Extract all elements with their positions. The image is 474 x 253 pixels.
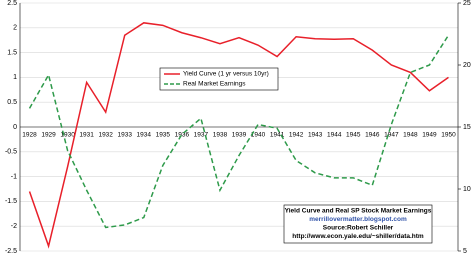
legend-label: Real Market Earnings — [183, 81, 246, 88]
y-tick-label: -2.5 — [5, 248, 17, 253]
x-tick-label: 1936 — [175, 132, 190, 139]
annotation-box — [283, 204, 433, 244]
legend-label: Yield Curve (1 yr versus 10yr) — [183, 71, 269, 78]
x-tick-label: 1949 — [422, 132, 437, 139]
x-tick-label: 1932 — [98, 132, 113, 139]
x-tick-label: 1940 — [251, 132, 266, 139]
x-tick-label: 1938 — [213, 132, 228, 139]
annotation: Yield Curve and Real SP Stock Market Ear… — [283, 204, 433, 244]
y-tick-label: 2.5 — [7, 0, 17, 7]
x-tick-label: 1937 — [194, 132, 209, 139]
series-line — [28, 22, 449, 249]
y2-tick-label: 15 — [463, 124, 471, 131]
y-tick-label: 1.5 — [7, 49, 17, 56]
x-tick-label: 1935 — [156, 132, 171, 139]
series-line — [28, 34, 450, 229]
x-tick-label: 1950 — [441, 132, 456, 139]
annotation-text: Yield Curve and Real SP Stock Market Ear… — [285, 208, 432, 215]
x-tick-label: 1948 — [403, 132, 418, 139]
y2-tick-label: 20 — [463, 62, 471, 69]
legend-box — [159, 67, 279, 91]
y-tick-label: -2 — [11, 223, 17, 230]
y-tick-label: 0.5 — [7, 99, 17, 106]
annotation-text: Source:Robert Schiller — [323, 225, 394, 232]
x-tick-label: 1943 — [308, 132, 323, 139]
x-tick-label: 1930 — [60, 132, 75, 139]
x-tick-label: 1931 — [79, 132, 94, 139]
y-tick-label: -0.5 — [5, 149, 17, 156]
y2-tick-label: 25 — [463, 0, 471, 7]
x-tick-label: 1941 — [270, 132, 285, 139]
legend: Yield Curve (1 yr versus 10yr) Real Marke… — [159, 67, 279, 91]
y-tick-label: 2 — [13, 25, 17, 32]
y2-tick-label: 5 — [463, 248, 467, 253]
x-tick-label: 1939 — [232, 132, 247, 139]
x-tick-label: 1928 — [22, 132, 37, 139]
y-tick-label: 0 — [13, 124, 17, 131]
x-tick-label: 1929 — [41, 132, 56, 139]
x-tick-label: 1946 — [365, 132, 380, 139]
annotation-text: merrillovermatter.blogspot.com — [309, 216, 407, 223]
x-tick-label: 1942 — [289, 132, 304, 139]
x-tick-label: 1933 — [118, 132, 133, 139]
x-tick-label: 1934 — [137, 132, 152, 139]
y2-tick-label: 10 — [463, 186, 471, 193]
annotation-text: http://www.econ.yale.edu/~shiller/data.h… — [292, 233, 424, 240]
y-tick-label: 1 — [13, 74, 17, 81]
x-tick-label: 1945 — [346, 132, 361, 139]
x-tick-label: 1947 — [384, 132, 399, 139]
y-tick-label: -1 — [11, 173, 17, 180]
y-tick-label: -1.5 — [5, 198, 17, 205]
x-tick-label: 1944 — [327, 132, 342, 139]
